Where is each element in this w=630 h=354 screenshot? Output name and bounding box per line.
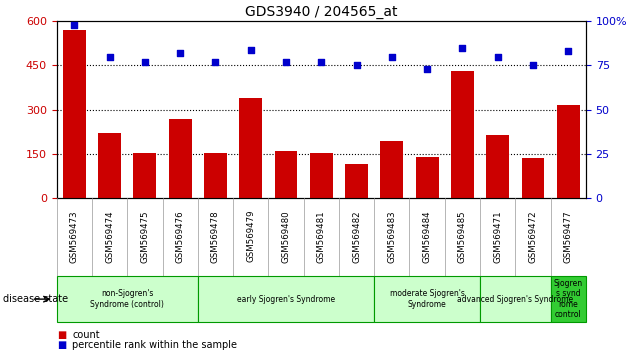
Bar (310, 153, 333, 198)
Text: early Sjogren's Syndrome: early Sjogren's Syndrome (237, 295, 335, 304)
Text: ■: ■ (57, 340, 66, 350)
Bar (169, 119, 192, 198)
Point (457, 45, 467, 51)
Bar (522, 159, 544, 198)
Point (316, 59, 326, 65)
Text: GSM569479: GSM569479 (246, 210, 255, 262)
Point (422, 66, 432, 72)
FancyBboxPatch shape (480, 276, 551, 322)
Point (105, 54, 115, 59)
Text: GSM569476: GSM569476 (176, 210, 185, 263)
Point (140, 59, 150, 65)
Bar (134, 153, 156, 198)
Point (387, 54, 397, 59)
Bar (345, 164, 368, 198)
Title: GDS3940 / 204565_at: GDS3940 / 204565_at (245, 5, 398, 19)
Text: GSM569481: GSM569481 (317, 210, 326, 263)
Bar (63, 30, 86, 198)
Text: GSM569485: GSM569485 (458, 210, 467, 263)
Text: percentile rank within the sample: percentile rank within the sample (72, 340, 238, 350)
Text: GSM569483: GSM569483 (387, 210, 396, 263)
Point (175, 50, 185, 56)
Bar (98, 133, 121, 198)
Point (528, 63, 538, 68)
Text: GSM569474: GSM569474 (105, 210, 114, 263)
Text: moderate Sjogren's
Syndrome: moderate Sjogren's Syndrome (390, 290, 464, 309)
Bar (486, 135, 509, 198)
Text: non-Sjogren's
Syndrome (control): non-Sjogren's Syndrome (control) (90, 290, 164, 309)
Text: Sjogren
s synd
rome
control: Sjogren s synd rome control (554, 279, 583, 319)
Text: GSM569478: GSM569478 (211, 210, 220, 263)
Bar (204, 153, 227, 198)
Text: GSM569482: GSM569482 (352, 210, 361, 263)
Text: GSM569477: GSM569477 (564, 210, 573, 263)
Text: GSM569471: GSM569471 (493, 210, 502, 263)
Bar (451, 72, 474, 198)
Bar (275, 151, 297, 198)
Text: disease state: disease state (3, 294, 68, 304)
Text: GSM569475: GSM569475 (140, 210, 149, 263)
Text: advanced Sjogren's Syndrome: advanced Sjogren's Syndrome (457, 295, 573, 304)
Point (210, 59, 220, 65)
FancyBboxPatch shape (374, 276, 480, 322)
Point (281, 59, 291, 65)
Text: ■: ■ (57, 330, 66, 339)
Text: GSM569472: GSM569472 (529, 210, 537, 263)
Bar (239, 98, 262, 198)
Text: GSM569484: GSM569484 (423, 210, 432, 263)
Text: GSM569473: GSM569473 (70, 210, 79, 263)
Bar (416, 157, 438, 198)
Bar (557, 105, 580, 198)
FancyBboxPatch shape (57, 276, 198, 322)
Bar (381, 141, 403, 198)
Point (563, 48, 573, 54)
Point (352, 63, 362, 68)
Text: count: count (72, 330, 100, 339)
Point (246, 47, 256, 52)
Point (69, 22, 79, 28)
FancyBboxPatch shape (551, 276, 586, 322)
FancyBboxPatch shape (198, 276, 374, 322)
Point (493, 54, 503, 59)
Text: GSM569480: GSM569480 (282, 210, 290, 263)
